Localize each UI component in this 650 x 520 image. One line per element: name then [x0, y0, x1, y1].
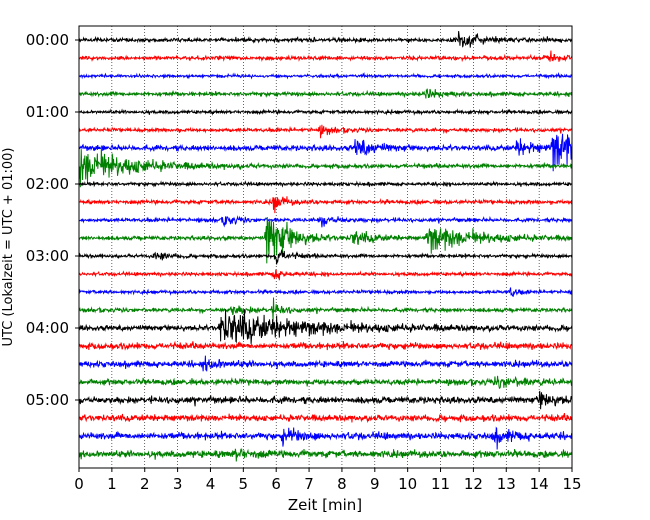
x-tick-label: 14	[530, 475, 549, 493]
trace-line	[78, 216, 573, 264]
y-axis-label: UTC (Lokalzeit = UTC + 01:00)	[1, 148, 16, 347]
trace-line	[78, 375, 573, 390]
trace-line	[78, 72, 573, 80]
x-axis-label: Zeit [min]	[288, 496, 362, 514]
trace-line	[78, 31, 573, 48]
trace-line	[78, 145, 573, 188]
x-tick-label: 10	[398, 475, 417, 493]
x-axis-ticks: 0 1 2 3 4 5 6 7 8 9 10 11 12 13 14 15	[74, 468, 582, 493]
trace-line	[78, 287, 573, 297]
trace-line	[78, 340, 573, 351]
x-tick-label: 0	[74, 475, 84, 493]
x-tick-label: 7	[304, 475, 314, 493]
y-tick-label: 00:00	[26, 31, 69, 49]
trace-line	[78, 215, 573, 228]
trace-line	[78, 269, 573, 281]
trace-line	[78, 297, 573, 322]
y-tick-label: 01:00	[26, 103, 69, 121]
trace-line	[78, 355, 573, 372]
trace-line	[78, 180, 573, 188]
x-tick-label: 2	[140, 475, 150, 493]
x-tick-label: 5	[239, 475, 249, 493]
trace-line	[78, 426, 573, 450]
traces	[78, 31, 573, 462]
trace-line	[78, 124, 573, 139]
plot-frame	[78, 25, 573, 469]
trace-line	[78, 133, 573, 172]
trace-line	[78, 108, 573, 116]
x-tick-label: 1	[107, 475, 117, 493]
y-tick-label: 03:00	[26, 247, 69, 265]
x-tick-label: 12	[464, 475, 483, 493]
y-tick-label: 05:00	[26, 391, 69, 409]
trace-line	[78, 249, 573, 265]
x-tick-label: 13	[497, 475, 516, 493]
trace-line	[78, 447, 573, 462]
y-axis-ticks: 00:00 01:00 02:00 03:00 04:00 05:00	[26, 31, 79, 409]
y-tick-label: 04:00	[26, 319, 69, 337]
trace-line	[78, 412, 573, 424]
plot-background	[79, 26, 572, 468]
trace-line	[78, 390, 573, 410]
x-tick-label: 6	[271, 475, 281, 493]
x-tick-label: 9	[370, 475, 380, 493]
x-tick-label: 8	[337, 475, 347, 493]
trace-line	[78, 50, 573, 63]
x-tick-label: 3	[173, 475, 183, 493]
trace-line	[78, 309, 573, 344]
trace-line	[78, 88, 573, 99]
y-tick-label: 02:00	[26, 175, 69, 193]
x-tick-label: 11	[431, 475, 450, 493]
trace-line	[78, 196, 573, 214]
x-tick-label: 15	[562, 475, 581, 493]
x-tick-label: 4	[206, 475, 216, 493]
